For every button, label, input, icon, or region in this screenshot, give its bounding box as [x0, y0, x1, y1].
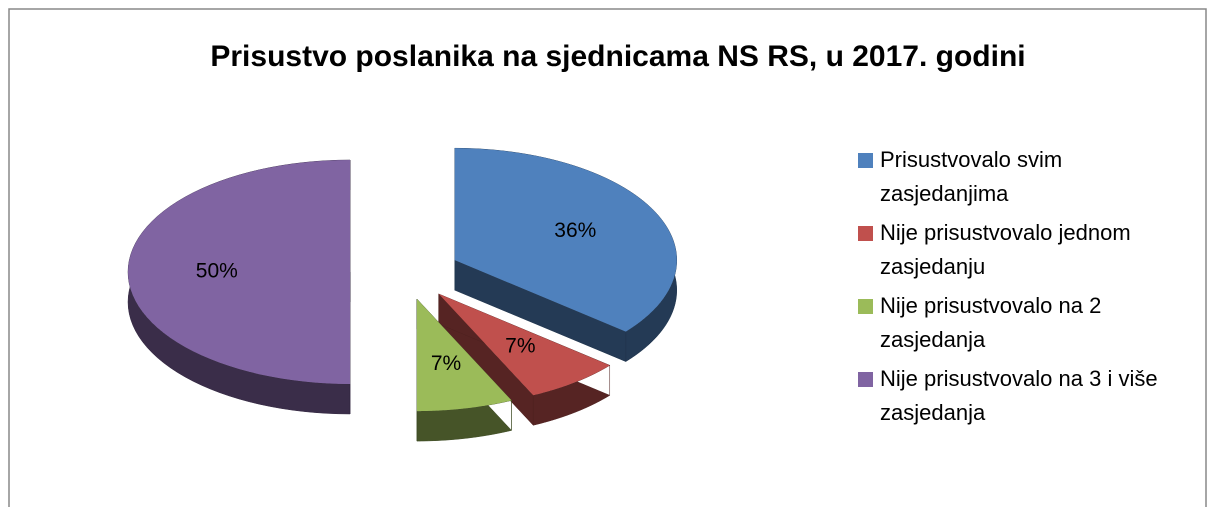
- legend-entry: Nije prisustvovalo na 3 i više zasjedanj…: [858, 362, 1178, 430]
- slice: [128, 160, 350, 384]
- slice: [416, 299, 512, 412]
- legend: Prisustvovalo svim zasjedanjima Nije pris…: [858, 143, 1178, 435]
- pie: 36% 7% 7% 50%: [127, 147, 677, 442]
- legend-label: Nije prisustvovalo na 2 zasjedanja: [880, 293, 1102, 352]
- data-label: 7%: [505, 335, 535, 358]
- legend-swatch: [858, 153, 873, 168]
- chart-border: [8, 8, 1207, 507]
- data-label: 36%: [554, 219, 596, 242]
- legend-entry: Nije prisustvovalo jednom zasjedanju: [858, 216, 1178, 284]
- chart-title: Prisustvo poslanika na sjednicama NS RS,…: [210, 40, 1025, 73]
- legend-swatch: [858, 299, 873, 314]
- legend-entry: Prisustvovalo svim zasjedanjima: [858, 143, 1178, 211]
- slice: [454, 148, 677, 332]
- legend-label: Nije prisustvovalo jednom zasjedanju: [880, 220, 1131, 279]
- legend-entry: Nije prisustvovalo na 2 zasjedanja: [858, 289, 1178, 357]
- legend-label: Nije prisustvovalo na 3 i više zasjedanj…: [880, 366, 1158, 425]
- data-label: 50%: [196, 260, 238, 283]
- legend-label: Prisustvovalo svim zasjedanjima: [880, 147, 1063, 206]
- data-label: 7%: [431, 352, 461, 375]
- slice: [438, 293, 610, 396]
- legend-swatch: [858, 372, 873, 387]
- legend-swatch: [858, 226, 873, 241]
